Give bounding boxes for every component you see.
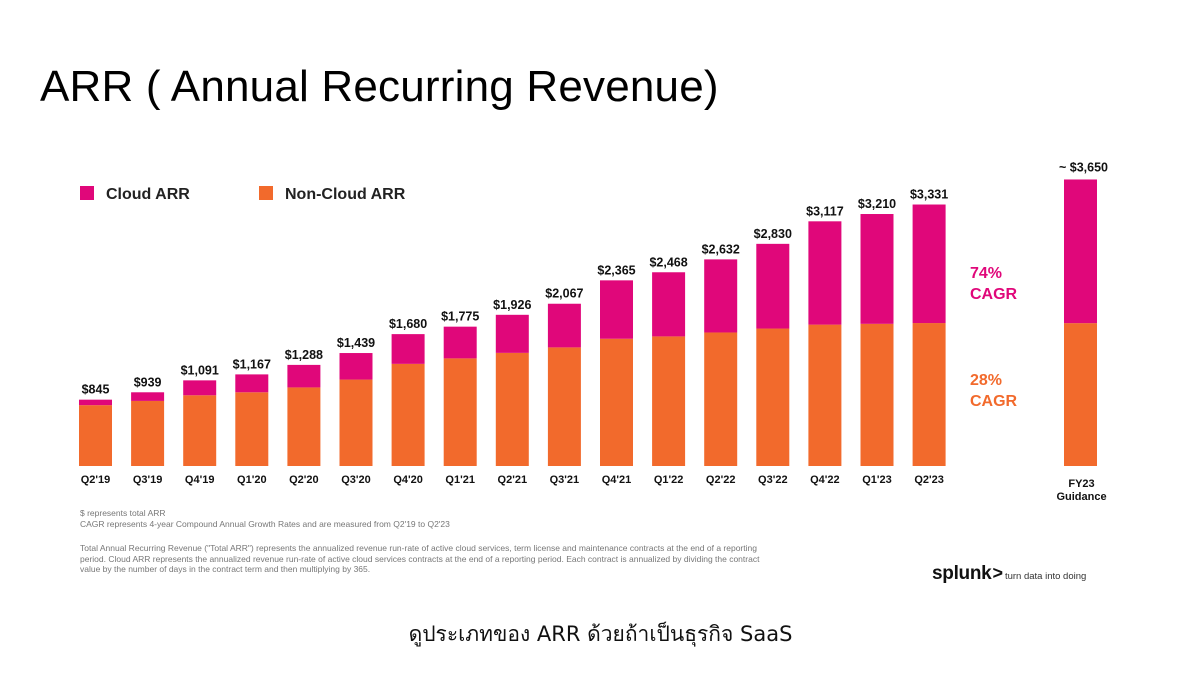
bar-cloud (495, 314, 529, 353)
cagr-noncloud-label: CAGR (970, 393, 1018, 410)
x-tick-label: Q4'21 (602, 474, 632, 486)
cagr-cloud-label: CAGR (970, 286, 1018, 303)
bar-total-label: $2,830 (754, 227, 792, 241)
bar-cloud (183, 380, 217, 396)
x-tick-label: Q3'21 (550, 474, 580, 486)
bar-cloud (912, 204, 946, 324)
bar-noncloud (860, 323, 894, 466)
bar-total-label: $2,632 (702, 242, 740, 256)
bar-total-label: $2,365 (597, 263, 635, 277)
legend-swatch-cloud (80, 186, 94, 200)
brand-name: splunk (932, 563, 992, 584)
x-tick-label: Q1'22 (654, 474, 684, 486)
cagr-noncloud-value: 28% (970, 372, 1003, 389)
bar-noncloud (808, 324, 842, 466)
bar-noncloud (704, 332, 738, 466)
bar-total-label: $1,680 (389, 317, 427, 331)
bar-total-label: $3,117 (806, 204, 844, 218)
bar-total-label: $2,468 (649, 255, 687, 269)
bar-noncloud (756, 328, 790, 466)
x-tick-label: Q2'21 (498, 474, 528, 486)
x-tick-label: Q1'21 (445, 474, 475, 486)
bar-noncloud (443, 358, 477, 466)
bar-noncloud (652, 336, 686, 466)
legend-item-noncloud: Non-Cloud ARR (259, 186, 405, 204)
legend-item-cloud: Cloud ARR (80, 186, 190, 204)
bar-total-label: $1,439 (337, 336, 375, 350)
x-tick-label: Q4'22 (810, 474, 840, 486)
brand-tagline: turn data into doing (1004, 571, 1087, 582)
bar-cloud (756, 243, 790, 329)
bar-total-label: $1,775 (441, 310, 479, 324)
bar-cloud (339, 353, 373, 380)
footnote-cagr: CAGR represents 4-year Compound Annual G… (80, 518, 450, 529)
guidance-bar-cloud (1064, 179, 1097, 324)
brand-chevron-icon: > (992, 563, 1003, 583)
bar-noncloud (287, 387, 321, 466)
x-tick-label: Q4'20 (393, 474, 423, 486)
bar-cloud (131, 392, 165, 401)
page-title: ARR ( Annual Recurring Revenue) (40, 62, 719, 111)
guidance-total-label: ~ $3,650 (1059, 160, 1108, 174)
legend-swatch-noncloud (259, 186, 273, 200)
x-tick-label: Q2'22 (706, 474, 736, 486)
bar-total-label: $1,288 (285, 348, 323, 362)
cagr-cloud: 74% CAGR (970, 263, 1017, 305)
bar-noncloud (912, 323, 946, 466)
cagr-cloud-value: 74% (970, 265, 1003, 282)
thai-caption: ดูประเภทของ ARR ด้วยถ้าเป็นธุรกิจ SaaS (408, 622, 793, 646)
bar-cloud (547, 303, 581, 348)
x-tick-label: Q3'20 (341, 474, 371, 486)
bar-cloud (287, 364, 321, 388)
legend-label-noncloud: Non-Cloud ARR (285, 186, 406, 203)
bar-total-label: $1,926 (493, 298, 531, 312)
bar-noncloud (600, 338, 633, 466)
bar-total-label: $939 (134, 375, 162, 389)
bar-cloud (704, 259, 738, 333)
bar-noncloud (183, 395, 217, 466)
bar-total-label: $845 (82, 383, 110, 397)
bar-total-label: $3,210 (858, 197, 896, 211)
guidance-tick-label: Guidance (1056, 491, 1106, 503)
guidance-tick-label: FY23 (1068, 478, 1094, 490)
bar-noncloud (131, 400, 165, 466)
bar-noncloud (495, 352, 529, 466)
x-tick-label: Q2'19 (81, 474, 111, 486)
splunk-logo: splunk> turn data into doing (932, 563, 1086, 585)
x-tick-label: Q3'19 (133, 474, 163, 486)
bar-cloud (600, 280, 633, 339)
bar-cloud (391, 334, 425, 364)
footnote-disclaimer: Total Annual Recurring Revenue ("Total A… (80, 543, 760, 574)
bar-total-label: $3,331 (910, 188, 948, 202)
x-tick-label: Q3'22 (758, 474, 788, 486)
bar-cloud (808, 221, 842, 325)
bar-cloud (235, 374, 269, 393)
bar-cloud (443, 326, 477, 359)
bar-noncloud (547, 347, 581, 466)
x-tick-label: Q2'20 (289, 474, 319, 486)
bar-noncloud (391, 363, 425, 466)
bar-noncloud (339, 379, 373, 466)
legend-label-cloud: Cloud ARR (106, 186, 190, 203)
cagr-noncloud: 28% CAGR (970, 370, 1017, 412)
x-tick-label: Q1'23 (862, 474, 892, 486)
bar-noncloud (79, 405, 112, 466)
footnotes: $ represents total ARR CAGR represents 4… (80, 508, 450, 529)
bar-noncloud (235, 392, 269, 466)
bar-cloud (79, 399, 112, 406)
x-tick-label: Q4'19 (185, 474, 215, 486)
bar-total-label: $2,067 (545, 287, 583, 301)
x-tick-label: Q2'23 (914, 474, 944, 486)
guidance-bar-noncloud (1064, 323, 1097, 466)
bar-cloud (652, 272, 686, 337)
x-tick-label: Q1'20 (237, 474, 267, 486)
bar-total-label: $1,167 (233, 357, 271, 371)
footnote-total-arr: $ represents total ARR (80, 508, 166, 518)
bar-cloud (860, 214, 894, 324)
bar-total-label: $1,091 (181, 363, 219, 377)
